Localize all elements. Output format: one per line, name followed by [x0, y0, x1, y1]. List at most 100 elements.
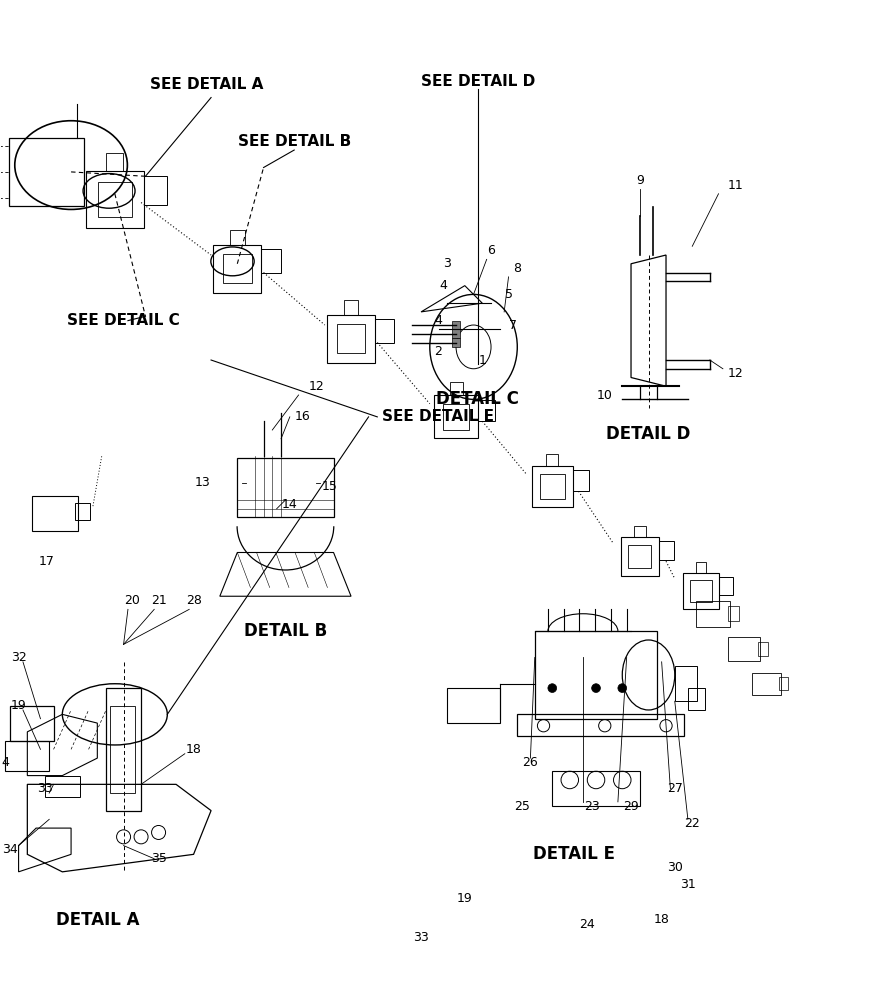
- Text: 7: 7: [509, 319, 517, 332]
- Text: SEE DETAIL D: SEE DETAIL D: [420, 74, 535, 89]
- Bar: [434, 395, 477, 438]
- Bar: [696, 562, 706, 573]
- Text: 12: 12: [308, 380, 324, 393]
- Text: 1: 1: [478, 354, 486, 367]
- Bar: [213, 245, 261, 293]
- Bar: [106, 153, 124, 171]
- Text: 35: 35: [151, 852, 166, 865]
- Text: 24: 24: [579, 918, 595, 931]
- Bar: [620, 537, 659, 576]
- Bar: [719, 577, 733, 595]
- Bar: [327, 315, 375, 363]
- Bar: [690, 580, 712, 602]
- Circle shape: [618, 684, 626, 692]
- Text: 20: 20: [124, 594, 140, 607]
- Text: DETAIL B: DETAIL B: [244, 622, 327, 640]
- Text: 29: 29: [623, 800, 639, 813]
- Circle shape: [591, 684, 600, 692]
- Bar: [659, 541, 675, 560]
- Text: DETAIL C: DETAIL C: [436, 390, 519, 408]
- Bar: [144, 176, 166, 205]
- Text: 10: 10: [597, 389, 612, 402]
- Bar: [552, 771, 639, 806]
- Text: 22: 22: [684, 817, 700, 830]
- Bar: [728, 637, 759, 661]
- Text: 8: 8: [513, 262, 521, 275]
- Bar: [336, 324, 365, 353]
- Bar: [546, 454, 558, 466]
- Text: 21: 21: [151, 594, 166, 607]
- Bar: [477, 400, 495, 421]
- Bar: [683, 573, 719, 609]
- Bar: [261, 249, 280, 273]
- Text: 27: 27: [667, 782, 682, 795]
- Bar: [10, 706, 53, 741]
- Text: 3: 3: [443, 257, 451, 270]
- Text: DETAIL A: DETAIL A: [55, 911, 139, 929]
- Text: 25: 25: [513, 800, 530, 813]
- Bar: [45, 776, 80, 797]
- Bar: [728, 606, 739, 621]
- Bar: [375, 319, 394, 343]
- Text: DETAIL E: DETAIL E: [533, 845, 615, 863]
- Bar: [540, 474, 564, 499]
- Bar: [106, 688, 141, 811]
- Text: 23: 23: [583, 800, 599, 813]
- Text: 4: 4: [434, 314, 442, 327]
- Text: 2: 2: [434, 345, 442, 358]
- Text: 9: 9: [636, 174, 644, 187]
- Bar: [779, 677, 788, 690]
- Text: DETAIL D: DETAIL D: [606, 425, 690, 443]
- Bar: [634, 526, 646, 537]
- Bar: [448, 688, 500, 723]
- Text: 15: 15: [321, 480, 337, 493]
- Text: 11: 11: [728, 179, 744, 192]
- Text: 31: 31: [680, 878, 696, 891]
- Text: SEE DETAIL A: SEE DETAIL A: [150, 77, 264, 92]
- Text: SEE DETAIL E: SEE DETAIL E: [382, 409, 494, 424]
- Text: 13: 13: [194, 476, 210, 489]
- Bar: [449, 382, 463, 395]
- Text: 18: 18: [186, 743, 201, 756]
- Bar: [237, 458, 334, 517]
- Bar: [752, 673, 781, 695]
- Bar: [452, 321, 461, 329]
- Bar: [532, 466, 573, 507]
- Bar: [696, 601, 730, 627]
- Bar: [86, 171, 144, 228]
- Circle shape: [548, 684, 556, 692]
- Bar: [74, 503, 90, 520]
- Bar: [32, 496, 78, 531]
- Text: 4: 4: [2, 756, 10, 769]
- Bar: [110, 706, 135, 793]
- Bar: [573, 470, 589, 491]
- Bar: [97, 182, 132, 217]
- Text: 18: 18: [653, 913, 669, 926]
- Bar: [518, 714, 683, 736]
- Text: 32: 32: [11, 651, 26, 664]
- Bar: [675, 666, 696, 701]
- Text: SEE DETAIL B: SEE DETAIL B: [237, 134, 350, 149]
- Bar: [5, 741, 49, 771]
- Bar: [534, 631, 657, 719]
- Text: 19: 19: [457, 892, 473, 905]
- Text: 28: 28: [186, 594, 201, 607]
- Text: 19: 19: [11, 699, 26, 712]
- Bar: [443, 404, 469, 430]
- Text: 33: 33: [413, 931, 429, 944]
- Text: 16: 16: [295, 410, 311, 423]
- Bar: [223, 254, 251, 283]
- Bar: [452, 338, 461, 347]
- Bar: [628, 545, 652, 568]
- Text: 26: 26: [522, 756, 538, 769]
- Bar: [758, 642, 768, 656]
- Text: 12: 12: [728, 367, 744, 380]
- Text: 17: 17: [39, 555, 55, 568]
- Bar: [344, 300, 358, 315]
- Text: 34: 34: [2, 843, 18, 856]
- Bar: [452, 329, 461, 338]
- Text: 14: 14: [282, 498, 298, 511]
- Bar: [230, 230, 244, 245]
- Text: 30: 30: [667, 861, 682, 874]
- Text: SEE DETAIL C: SEE DETAIL C: [67, 313, 180, 328]
